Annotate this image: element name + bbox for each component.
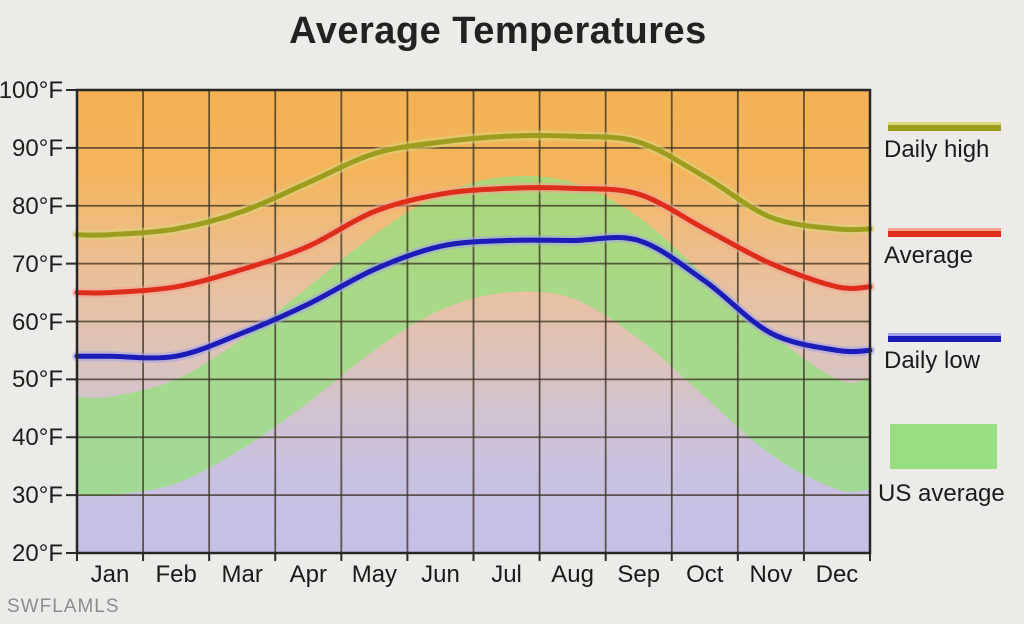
y-tick-label: 90°F [12,134,63,162]
x-tick-label: Sep [617,561,661,588]
x-tick-label: Dec [815,561,859,588]
y-tick-label: 100°F [0,77,63,104]
y-tick-label: 30°F [12,482,63,510]
x-tick-label: Nov [749,561,793,588]
x-tick-label: Apr [289,561,327,588]
x-tick-label: May [351,561,398,588]
x-tick-label: Mar [221,561,263,588]
y-tick-label: 80°F [12,192,63,220]
y-tick-label: 20°F [12,540,63,567]
legend-label-daily-high: Daily high [884,136,990,163]
legend-label-daily-low: Daily low [884,347,981,374]
legend-label-us-average: US average [878,480,1005,507]
us-average-area-swatch [890,424,997,469]
temperature-chart [66,88,875,561]
y-tick-label: 60°F [12,308,63,336]
x-tick-label: Jun [421,561,460,588]
y-axis-labels: 100°F 90°F 80°F 70°F 60°F 50°F 40°F 30°F 20°F [0,0,66,624]
x-tick-label: Aug [551,561,594,588]
x-tick-label: Oct [686,561,724,588]
x-tick-label: Jul [491,561,522,588]
plot-area [66,88,875,561]
watermark: SWFLAMLS [7,596,120,617]
daily-low-line-swatch [888,333,1001,342]
y-tick-label: 50°F [12,366,63,394]
average-line-swatch [888,228,1001,237]
legend-label-average: Average [884,242,973,269]
legend: Daily high Average Daily low US average [878,0,1024,624]
y-tick-label: 40°F [12,424,63,452]
chart-title: Average Temperatures [289,10,707,52]
x-tick-label: Feb [155,561,197,588]
y-tick-label: 70°F [12,250,63,278]
x-tick-label: Jan [90,561,130,588]
daily-high-line-swatch [888,122,1001,131]
